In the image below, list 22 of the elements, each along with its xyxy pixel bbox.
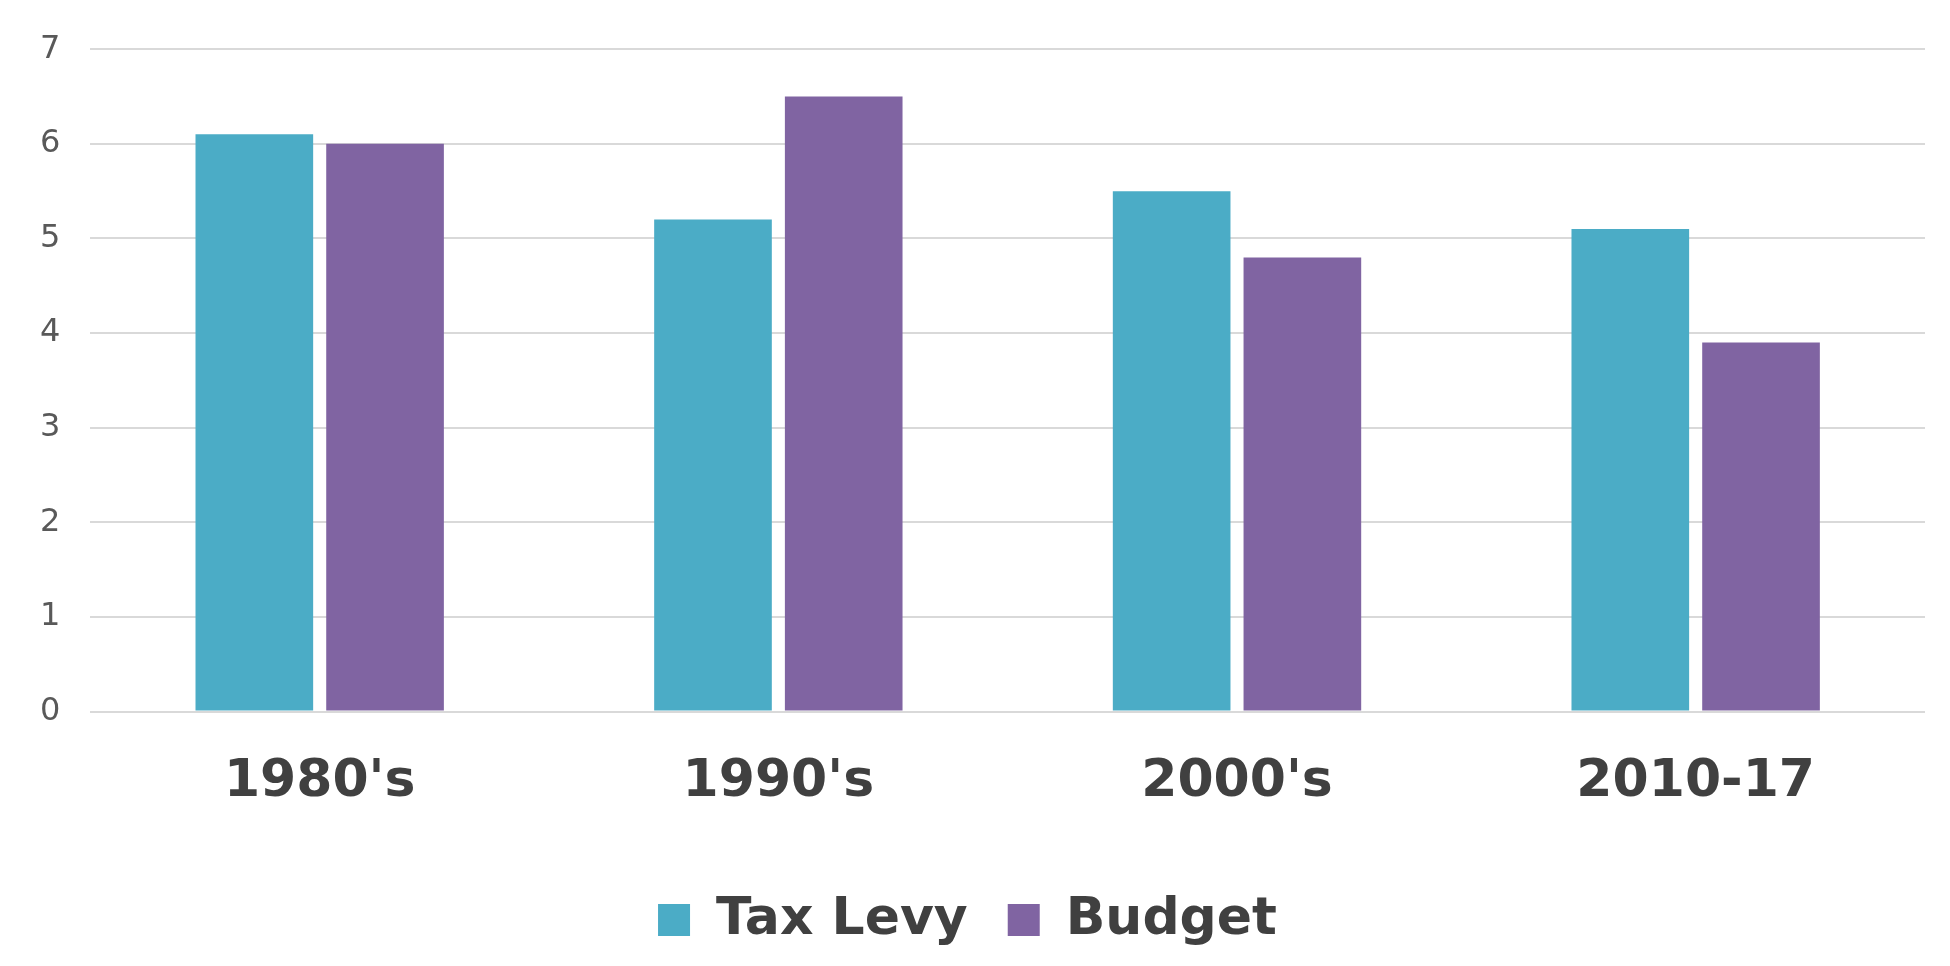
bar bbox=[1702, 342, 1820, 711]
legend-label: Tax Levy bbox=[716, 885, 968, 946]
x-tick-label: 1980's bbox=[223, 748, 416, 809]
bar bbox=[195, 134, 314, 711]
bar bbox=[1243, 257, 1362, 711]
legend-label: Budget bbox=[1065, 885, 1277, 946]
bar bbox=[654, 219, 772, 711]
bar bbox=[1112, 191, 1231, 711]
bar bbox=[1571, 228, 1690, 711]
x-tick-label: 1990's bbox=[682, 748, 875, 809]
y-tick-label: 7 bbox=[40, 27, 61, 66]
bar bbox=[784, 96, 903, 711]
y-tick-label: 4 bbox=[40, 311, 61, 350]
y-tick-label: 3 bbox=[40, 406, 61, 445]
y-tick-label: 0 bbox=[40, 689, 61, 728]
bar bbox=[326, 143, 444, 711]
y-tick-label: 5 bbox=[40, 216, 61, 255]
x-tick-label: 2000's bbox=[1141, 748, 1333, 809]
x-tick-label: 2010-17 bbox=[1576, 748, 1816, 809]
y-tick-label: 2 bbox=[40, 500, 61, 539]
y-tick-label: 6 bbox=[40, 122, 61, 161]
y-tick-label: 1 bbox=[40, 595, 61, 634]
